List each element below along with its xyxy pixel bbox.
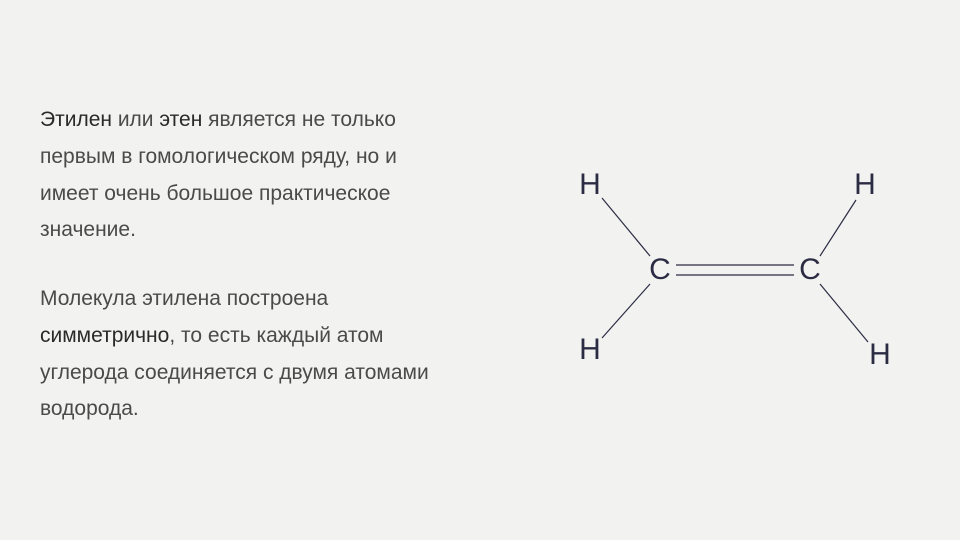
paragraph-2: Молекула этилена построена симметрично, … [40,281,460,428]
term-ethylene: Этилен [40,108,112,131]
term-ethene: этен [159,108,202,131]
atom-H1: H [579,168,601,202]
atom-H3: H [854,168,876,202]
text-block: Этилен или этен является не только первы… [40,102,460,428]
atom-C1: C [649,253,671,287]
term-symmetric: симметрично [40,324,169,347]
p2-start: Молекула этилена построена [40,287,328,310]
atom-C2: C [799,253,821,287]
p1-mid: или [112,108,159,131]
paragraph-1: Этилен или этен является не только первы… [40,102,460,249]
atom-H2: H [579,333,601,367]
ethylene-structure-diagram: C C H H H H [520,140,920,400]
atom-H4: H [869,338,891,372]
